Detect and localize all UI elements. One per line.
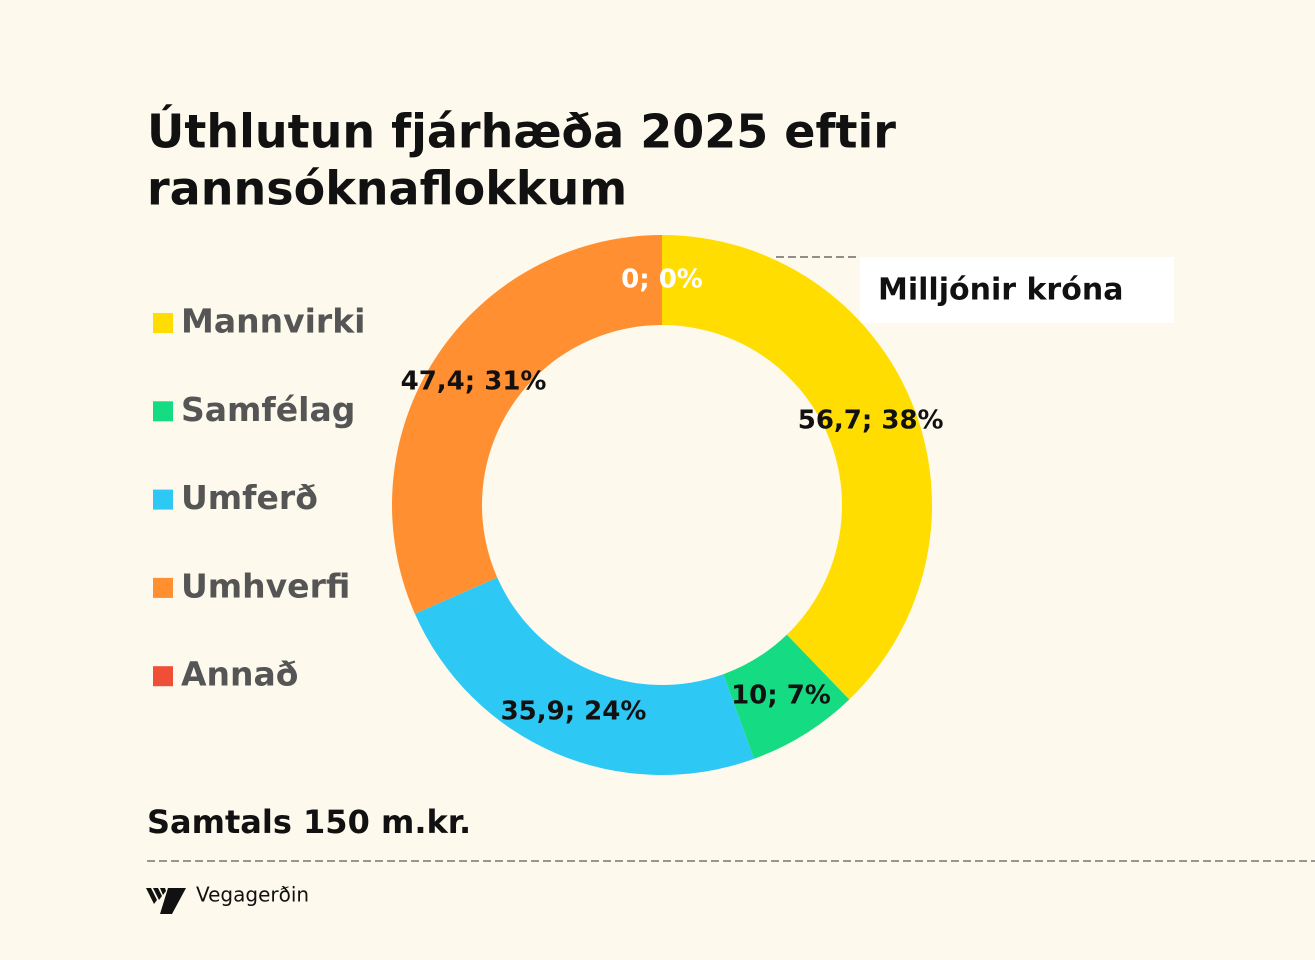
- slice: [662, 235, 932, 700]
- legend-label: Umferð: [181, 478, 318, 517]
- legend-label: Annað: [181, 655, 298, 694]
- slice: [414, 577, 754, 775]
- value-label: 0; 0%: [621, 265, 703, 295]
- legend-swatch: [153, 489, 173, 510]
- legend-swatch: [153, 313, 173, 333]
- legend-label: Samfélag: [181, 390, 355, 429]
- logo-text: Vegagerðin: [196, 883, 309, 907]
- value-label: 47,4; 31%: [401, 367, 547, 397]
- legend-swatch: [153, 401, 173, 422]
- unit-label: Milljónir króna: [878, 273, 1123, 308]
- legend-label: Mannvirki: [181, 302, 365, 341]
- value-label: 56,7; 38%: [798, 405, 944, 435]
- logo-icon: [146, 888, 186, 914]
- value-label: 35,9; 24%: [501, 696, 647, 726]
- chart-title: rannsóknaflokkum: [147, 162, 627, 216]
- legend-label: Umhverfi: [181, 566, 350, 605]
- chart-title: Úthlutun fjárhæða 2025 eftir: [147, 105, 896, 159]
- legend-swatch: [153, 666, 173, 687]
- slice: [392, 235, 662, 614]
- value-label: 10; 7%: [731, 680, 831, 710]
- slice: [723, 634, 850, 759]
- total-label: Samtals 150 m.kr.: [147, 803, 471, 841]
- unit-box: [860, 257, 1174, 323]
- legend-swatch: [153, 577, 173, 598]
